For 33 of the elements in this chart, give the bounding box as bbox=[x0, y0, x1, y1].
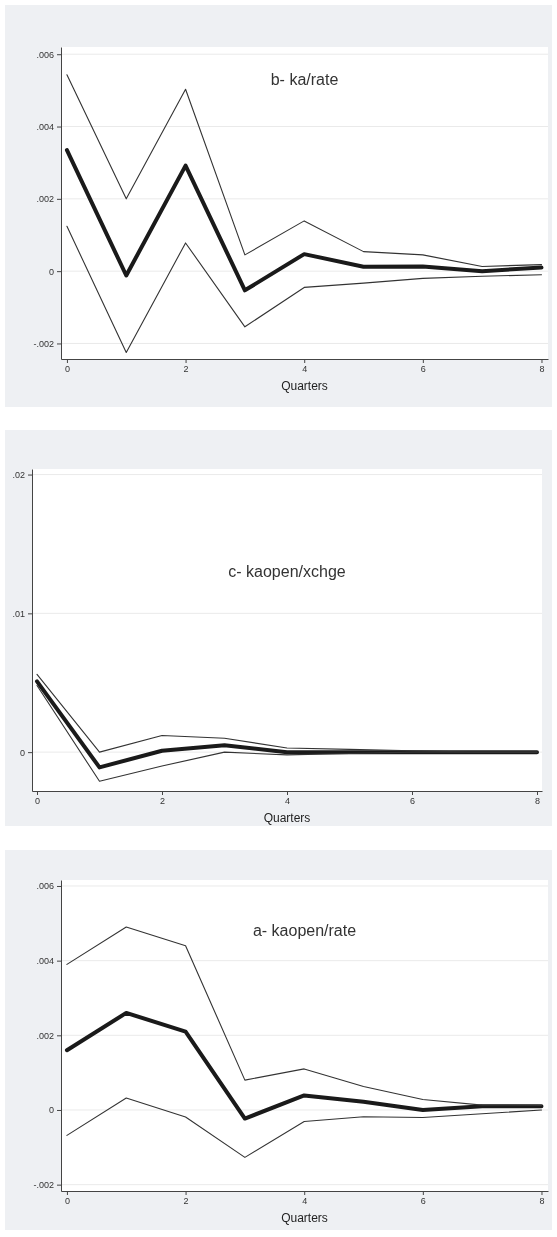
x-tick-label: 0 bbox=[64, 1196, 70, 1207]
x-tick-label: 2 bbox=[183, 364, 189, 375]
x-tick-label: 4 bbox=[302, 364, 308, 375]
x-tick-label: 6 bbox=[409, 796, 416, 807]
x-tick-label: 4 bbox=[302, 1196, 308, 1207]
y-tick-label: .002 bbox=[36, 194, 54, 205]
y-tick-label: .004 bbox=[36, 121, 54, 132]
x-tick-label: 2 bbox=[183, 1196, 189, 1207]
x-axis-title: Quarters bbox=[281, 379, 328, 393]
y-tick-label: -.002 bbox=[33, 338, 54, 349]
x-axis-title: Quarters bbox=[263, 811, 311, 825]
y-tick-label: .004 bbox=[36, 956, 54, 967]
y-tick-label: .006 bbox=[36, 881, 54, 892]
text: b- ka/rate bbox=[270, 71, 339, 88]
y-tick-label: .02 bbox=[12, 469, 25, 480]
y-tick-label: .01 bbox=[12, 608, 25, 619]
y-tick-label: 0 bbox=[48, 1105, 54, 1116]
x-tick-label: 2 bbox=[159, 796, 166, 807]
x-axis-title: Quarters bbox=[281, 1211, 328, 1225]
x-tick-label: 6 bbox=[420, 1196, 426, 1207]
y-tick-label: .006 bbox=[36, 49, 54, 60]
y-tick-label: 0 bbox=[48, 266, 54, 277]
x-tick-label: 6 bbox=[420, 364, 426, 375]
x-tick-label: 0 bbox=[64, 364, 70, 375]
y-tick-label: 0 bbox=[19, 747, 25, 758]
y-tick-label: .002 bbox=[36, 1030, 54, 1041]
y-tick-label: -.002 bbox=[33, 1180, 54, 1191]
text: a- kaopen/rate bbox=[252, 922, 357, 939]
x-tick-label: 4 bbox=[284, 796, 291, 807]
x-tick-label: 8 bbox=[539, 1196, 545, 1207]
text: c- kaopen/xchge bbox=[228, 563, 346, 580]
x-tick-label: 8 bbox=[534, 796, 541, 807]
x-tick-label: 8 bbox=[539, 364, 545, 375]
